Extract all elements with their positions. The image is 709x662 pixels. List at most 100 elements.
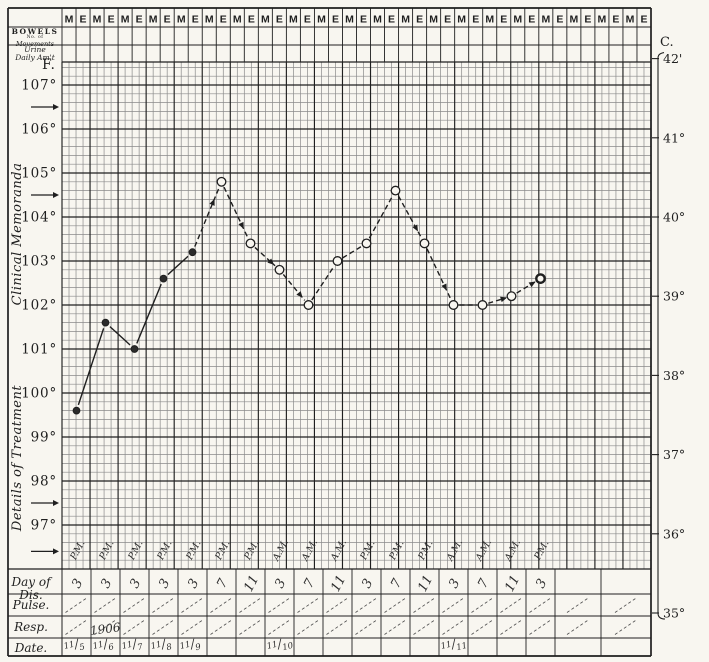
meridiem-cell: E: [192, 14, 199, 26]
bottom-table-grid: [8, 568, 651, 656]
celsius-tick-label: 39°: [663, 289, 685, 304]
meridiem-cell: M: [541, 14, 550, 26]
bowels-line1: BOWELS: [11, 27, 59, 36]
meridiem-cell: M: [317, 14, 326, 26]
data-point: [101, 318, 110, 327]
meridiem-cell: M: [513, 14, 522, 26]
fahrenheit-tick-label: 100°: [21, 386, 57, 402]
meridiem-cell: M: [345, 14, 354, 26]
meridiem-cell: M: [205, 14, 214, 26]
data-point: [72, 406, 81, 415]
fahrenheit-tick-label: 99°: [31, 430, 57, 446]
meridiem-cell: M: [457, 14, 466, 26]
celsius-tick-label: 40°: [663, 210, 685, 225]
meridiem-cell: M: [626, 14, 635, 26]
bowels-line2: No. of: [26, 34, 44, 40]
data-point: [130, 345, 139, 353]
fahrenheit-tick-label: 104°: [21, 210, 57, 226]
meridiem-cell: E: [164, 14, 171, 26]
meridiem-cell: M: [65, 14, 74, 26]
meridiem-cell: E: [444, 14, 451, 26]
meridiem-cell: M: [233, 14, 242, 26]
fahrenheit-scale: 107° 106° 105° 104° 103° 102° 101° 100° 99° 98° 97…: [21, 78, 59, 555]
celsius-tick-label: 38°: [663, 368, 685, 383]
meridiem-cell: M: [149, 14, 158, 26]
urine-header: Urine Daily Am't: [9, 46, 61, 62]
data-point: [477, 300, 488, 310]
fahrenheit-tick-label: 103°: [21, 254, 57, 270]
meridiem-cell: E: [584, 14, 591, 26]
celsius-tick-label: 35°: [663, 606, 685, 621]
fahrenheit-tick-label: 106°: [21, 122, 57, 138]
hour-annotation: 11: [241, 573, 262, 595]
meridiem-cell: M: [93, 14, 102, 26]
meridiem-cell: E: [332, 14, 339, 26]
meridiem-cell: M: [289, 14, 298, 26]
meridiem-cell: E: [220, 14, 227, 26]
meridiem-cell: M: [121, 14, 130, 26]
hour-annotation: 11: [502, 573, 523, 595]
meridiem-cell: M: [261, 14, 270, 26]
curve-arrow-icon: [238, 221, 244, 229]
fever-curve: [72, 176, 546, 415]
date-row-label: Date.: [14, 641, 48, 655]
curve-arrow-icon: [267, 258, 275, 265]
header-grid: [8, 8, 652, 62]
urine-line1: Urine: [24, 45, 46, 54]
meridiem-cell: E: [640, 14, 647, 26]
meridiem-cell: E: [416, 14, 423, 26]
fahrenheit-tick-label: 105°: [21, 166, 57, 182]
bowels-header: BOWELS No. of Movements: [9, 28, 61, 47]
fahrenheit-tick-label: 102°: [21, 298, 57, 314]
scale-arrow-icon: [53, 192, 59, 198]
data-point: [506, 291, 517, 302]
day-of-disease-row-label: Day of Dis.: [11, 575, 51, 602]
meridiem-cell: E: [304, 14, 311, 26]
data-point: [448, 300, 459, 310]
curve-arrow-icon: [500, 296, 508, 303]
data-point: [332, 256, 343, 266]
meridiem-cell: M: [598, 14, 607, 26]
urine-line2: Daily Am't: [15, 52, 55, 62]
scale-arrow-icon: [53, 104, 59, 110]
meridiem-cell: E: [108, 14, 115, 26]
scale-arrow-icon: [53, 500, 59, 506]
curve-arrow-icon: [528, 281, 536, 288]
meridiem-cell: M: [569, 14, 578, 26]
curve-arrow-icon: [441, 283, 447, 291]
ditto-marks: [65, 597, 638, 635]
fahrenheit-tick-label: 107°: [21, 78, 57, 94]
resp-row-label: Resp.: [14, 620, 48, 634]
data-point: [303, 300, 314, 310]
details-of-treatment-label: Details of Treatment: [10, 384, 25, 532]
pulse-row-label: Pulse.: [12, 598, 50, 612]
data-point: [390, 185, 401, 196]
scale-arrow-icon: [53, 548, 59, 555]
data-point: [361, 238, 372, 249]
data-point: [419, 238, 430, 249]
meridiem-cell: E: [528, 14, 535, 26]
meridiem-cell: E: [388, 14, 395, 26]
data-point: [274, 264, 285, 275]
data-point: [159, 274, 168, 283]
bowels-line3: Movements: [15, 39, 55, 48]
meridiem-cell: E: [500, 14, 507, 26]
fahrenheit-tick-label: 97°: [31, 518, 57, 534]
meridiem-cell: M: [429, 14, 438, 26]
meridiem-cell: E: [136, 14, 143, 26]
curve-arrow-icon: [296, 291, 303, 298]
meridiem-cell: E: [80, 14, 87, 26]
meridiem-cell: E: [472, 14, 479, 26]
meridiem-cell: E: [276, 14, 283, 26]
meridiem-cell: E: [360, 14, 367, 26]
hour-annotation: 11: [328, 573, 349, 595]
meridiem-cell: E: [248, 14, 255, 26]
meridiem-cell: M: [401, 14, 410, 26]
celsius-tick-label: 41°: [663, 130, 685, 145]
celsius-tick-label: 42': [663, 51, 682, 66]
celsius-scale: 42' 41° 40° 39° 38° 37° 36° 35°: [652, 51, 685, 621]
celsius-tick-label: 37°: [663, 447, 685, 462]
fahrenheit-tick-label: 101°: [21, 342, 57, 358]
